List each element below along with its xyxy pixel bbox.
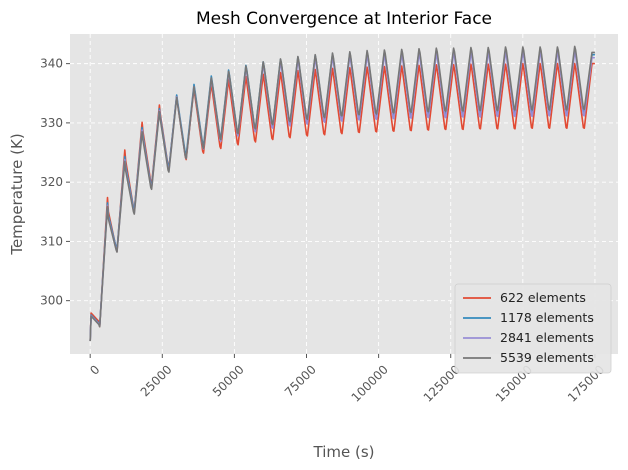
legend-label: 2841 elements [500, 330, 594, 345]
y-tick-label: 330 [40, 116, 63, 130]
legend-box [454, 283, 612, 374]
y-tick-label: 310 [40, 234, 63, 248]
series-line-4 [89, 45, 595, 342]
series-lines [89, 45, 595, 342]
y-tick-label: 300 [40, 294, 63, 308]
y-tick-label: 320 [40, 175, 63, 189]
y-axis-label: Temperature (K) [8, 133, 26, 255]
y-axis-ticks: 300 310 320 330 340 [40, 57, 70, 308]
legend-label: 5539 elements [500, 350, 594, 365]
legend-label: 622 elements [500, 290, 586, 305]
legend-label: 1178 elements [500, 310, 594, 325]
chart-title: Mesh Convergence at Interior Face [196, 9, 492, 29]
x-axis-label: Time (s) [313, 443, 375, 461]
y-tick-label: 340 [40, 57, 63, 71]
legend: 622 elements 1178 elements 2841 elements 55… [454, 283, 612, 374]
